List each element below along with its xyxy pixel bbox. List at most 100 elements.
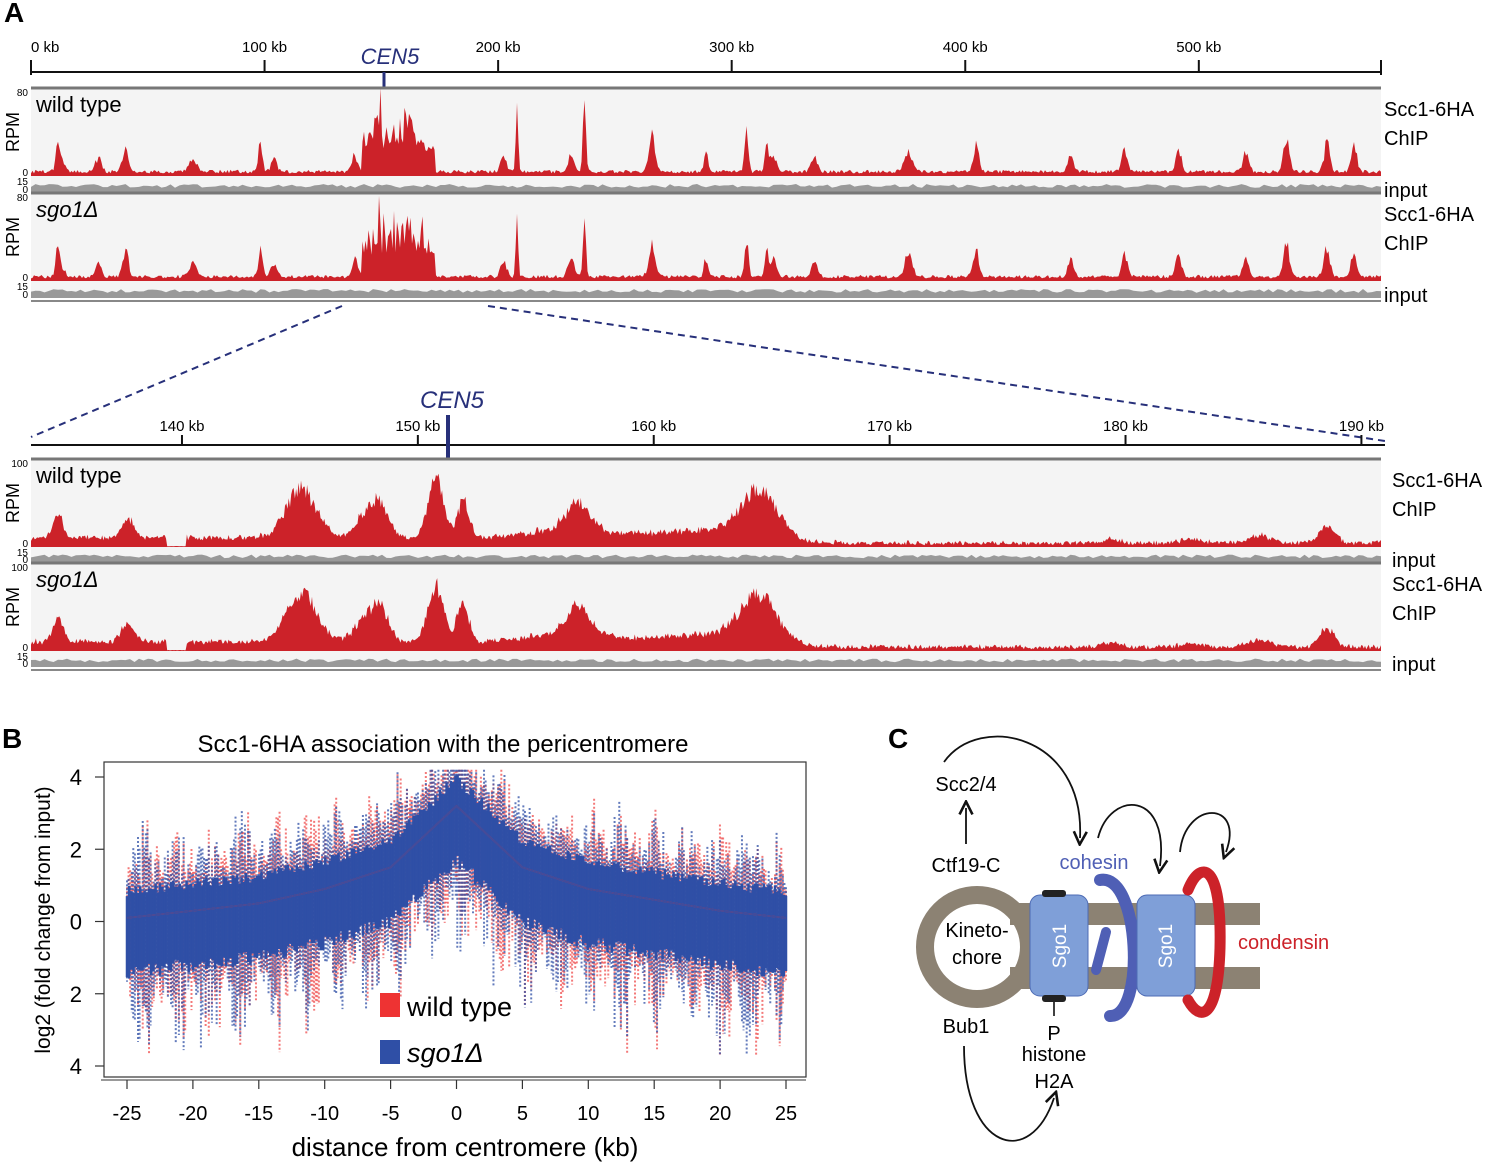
zoom-ruler-tick-label: 170 kb — [867, 418, 912, 435]
top-ruler-tick-label: 100 kb — [242, 39, 287, 56]
input-max-label: 15 — [17, 548, 29, 559]
sgo1-left — [1029, 890, 1089, 1002]
y-tick-label: 2 — [70, 837, 82, 862]
panel-a-label: A — [4, 0, 24, 28]
y-tick-label: 0 — [70, 910, 82, 935]
legend-label-wild-type: wild type — [406, 992, 512, 1022]
condensin-ring — [1182, 866, 1226, 1018]
x-tick-label: 10 — [577, 1103, 599, 1125]
chip-zero-label: 0 — [22, 273, 28, 284]
chip-zero-label: 0 — [22, 168, 28, 179]
kinetochore-ring — [916, 886, 1038, 1008]
chip-max-label: 80 — [17, 88, 29, 99]
strain-label: sgo1Δ — [36, 197, 98, 222]
bub1-label: Bub1 — [943, 1016, 990, 1038]
x-tick-label: -15 — [244, 1103, 273, 1125]
arrow-cohesin-to-sgo1 — [1097, 804, 1161, 866]
top-ruler-tick-label: 300 kb — [709, 39, 754, 56]
rpm-axis-label: RPM — [3, 217, 23, 257]
input-label: input — [1384, 180, 1428, 202]
y-tick-label: 2 — [70, 982, 82, 1007]
cohesin-ring — [1091, 873, 1140, 1022]
strain-label: wild type — [35, 92, 122, 117]
chip-max-label: 80 — [17, 193, 29, 204]
top-ruler: 0 kb 100 kb 200 kb 300 kb 400 kb 500 kb — [30, 39, 1382, 75]
chart-title: Scc1-6HA association with the pericentro… — [198, 731, 689, 758]
rpm-axis-label: RPM — [3, 587, 23, 627]
panel-c-label: C — [888, 723, 908, 754]
y-tick-label: 4 — [70, 765, 82, 790]
chip-max-label: 100 — [11, 459, 28, 470]
chip-label-line1: Scc1-6HA — [1384, 99, 1475, 121]
legend-swatch-sgo1 — [380, 1040, 400, 1064]
x-tick-label: -25 — [113, 1103, 142, 1125]
chip-signal — [31, 578, 1381, 651]
top-ruler-tick-label: 200 kb — [476, 39, 521, 56]
track-background — [31, 459, 1381, 563]
series-line-sgo1 — [126, 804, 787, 919]
top-ruler-tick-label: 0 kb — [31, 39, 59, 56]
chip-zero-label: 0 — [22, 643, 28, 654]
y-tick-label: 4 — [70, 1054, 82, 1079]
zoom-line-left — [30, 305, 343, 438]
chip-label-line1: Scc1-6HA — [1392, 574, 1483, 596]
strain-label: sgo1Δ — [36, 567, 98, 592]
chip-zero-label: 0 — [22, 539, 28, 550]
x-tick-label: 0 — [451, 1103, 462, 1125]
kinetochore-label-1: Kineto- — [945, 920, 1008, 942]
chart-frame — [101, 761, 807, 1081]
zoom-ruler-tick-label: 160 kb — [631, 418, 676, 435]
rpm-axis-label: RPM — [3, 112, 23, 152]
input-zero-label: 0 — [22, 185, 28, 196]
x-tick-label: 20 — [709, 1103, 731, 1125]
top-ruler-tick-label: 500 kb — [1176, 39, 1221, 56]
arrow-bub1-to-histone — [963, 1045, 1054, 1142]
input-max-label: 15 — [17, 177, 29, 188]
panel-b-label: B — [2, 723, 22, 754]
chip-signal — [31, 88, 1381, 176]
track-background — [31, 193, 1381, 298]
legend-label-sgo1: sgo1Δ — [407, 1038, 484, 1068]
kinetochore-label-2: chore — [952, 947, 1002, 969]
top-ruler-tick-label: 400 kb — [943, 39, 988, 56]
zoom-line-right — [487, 305, 1386, 442]
chip-max-label: 100 — [11, 563, 28, 574]
condensin-label: condensin — [1238, 932, 1329, 954]
input-signal — [31, 184, 1381, 193]
x-tick-label: 25 — [775, 1103, 797, 1125]
input-signal — [31, 658, 1381, 667]
chart-xlabel: distance from centromere (kb) — [292, 1132, 639, 1162]
x-tick-label: 5 — [517, 1103, 528, 1125]
x-tick-label: -20 — [178, 1103, 207, 1125]
zoom-ruler-tick-label: 180 kb — [1103, 418, 1148, 435]
histone-label-2: H2A — [1035, 1071, 1075, 1093]
legend-swatch-wild-type — [380, 993, 400, 1017]
chip-signal — [31, 473, 1381, 547]
strain-label: wild type — [35, 463, 122, 488]
input-label: input — [1384, 285, 1428, 307]
zoom-ruler-tick-label: 190 kb — [1339, 418, 1384, 435]
input-signal — [31, 289, 1381, 298]
input-label: input — [1392, 654, 1436, 676]
sgo1-right — [1136, 894, 1196, 997]
chip-label-line2: ChIP — [1392, 603, 1436, 625]
chart-ylabel: log2 (fold change from input) — [32, 786, 55, 1053]
cohesin-label: cohesin — [1060, 852, 1129, 874]
chip-label-line1: Scc1-6HA — [1392, 470, 1483, 492]
track-background — [31, 563, 1381, 667]
zoom-ruler-tick-label: 150 kb — [395, 418, 440, 435]
histone-label-1: histone — [1022, 1044, 1087, 1066]
x-tick-label: -5 — [382, 1103, 400, 1125]
chip-label-line2: ChIP — [1392, 499, 1436, 521]
input-max-label: 15 — [17, 652, 29, 663]
sgo1-left-label: Sgo1 — [1050, 924, 1071, 968]
chart-legend: wild type sgo1Δ — [380, 992, 512, 1068]
cen5-label-zoom: CEN5 — [420, 387, 485, 414]
rpm-axis-label: RPM — [3, 483, 23, 523]
track-background — [31, 88, 1381, 193]
input-zero-label: 0 — [22, 555, 28, 566]
